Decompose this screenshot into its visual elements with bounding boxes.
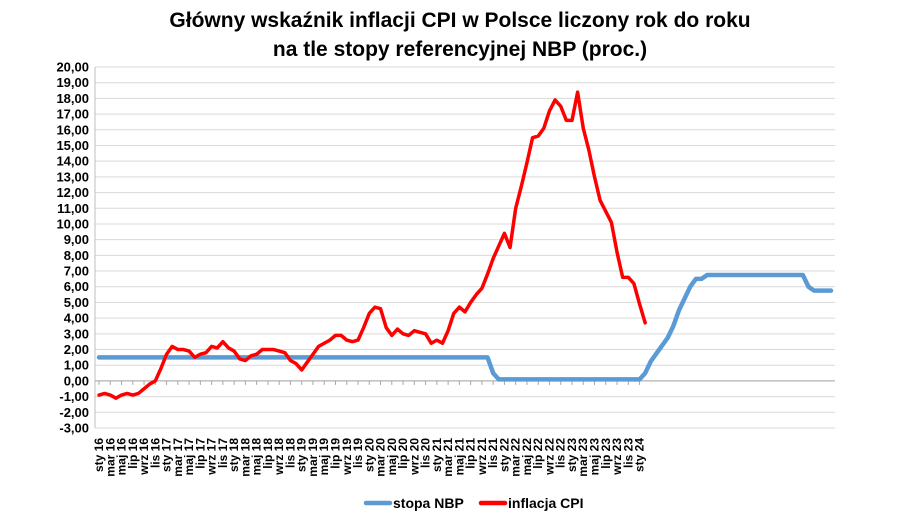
x-tick-label: mar 17 [171, 438, 185, 477]
y-tick-label: -1,00 [59, 389, 89, 404]
chart-title: Główny wskaźnik inflacji CPI w Polsce li… [169, 9, 751, 32]
x-tick-label: maj 17 [182, 438, 196, 476]
x-tick-label: mar 18 [238, 438, 252, 477]
x-tick-label: maj 21 [452, 438, 466, 476]
x-tick-label: wrz 22 [542, 438, 556, 476]
x-tick-label: lis 17 [216, 438, 230, 468]
x-tick-label: mar 16 [103, 438, 117, 477]
x-tick-label: lip 16 [126, 438, 140, 469]
x-tick-label: lis 21 [486, 438, 500, 468]
x-tick-label: mar 22 [509, 438, 523, 477]
x-tick-label: wrz 17 [205, 438, 219, 476]
x-tick-label: maj 18 [250, 438, 264, 476]
x-tick-label: sty 17 [160, 438, 174, 472]
x-tick-label: lip 17 [193, 438, 207, 469]
x-tick-label: lip 23 [599, 438, 613, 469]
y-tick-label: 17,00 [56, 107, 89, 122]
y-tick-label: 1,00 [64, 358, 89, 373]
y-tick-label: 3,00 [64, 326, 89, 341]
y-tick-label: 12,00 [56, 185, 89, 200]
x-tick-label: sty 18 [227, 438, 241, 472]
y-tick-label: -2,00 [59, 405, 89, 420]
y-tick-label: 15,00 [56, 138, 89, 153]
x-tick-label: maj 23 [588, 438, 602, 476]
y-tick-label: 8,00 [64, 248, 89, 263]
x-tick-label: lip 22 [531, 438, 545, 469]
x-tick-label: mar 23 [576, 438, 590, 477]
x-tick-label: mar 20 [374, 438, 388, 477]
y-tick-label: 5,00 [64, 295, 89, 310]
y-tick-label: 20,00 [56, 60, 89, 75]
x-tick-label: lis 19 [351, 438, 365, 468]
x-tick-label: maj 16 [115, 438, 129, 476]
x-tick-label: maj 20 [385, 438, 399, 476]
series-line-stopa-nbp [96, 272, 834, 382]
y-tick-label: 7,00 [64, 264, 89, 279]
x-tick-label: sty 23 [565, 438, 579, 472]
x-tick-label: wrz 21 [475, 438, 489, 476]
x-tick-label: wrz 16 [137, 438, 151, 476]
x-tick-label: wrz 20 [407, 438, 421, 476]
x-tick-label: lis 22 [554, 438, 568, 468]
x-tick-label: wrz 18 [272, 438, 286, 476]
series-line-inflacja-cpi [97, 90, 647, 400]
x-tick-label: lip 21 [464, 438, 478, 469]
x-tick-label: wrz 19 [340, 438, 354, 476]
x-tick-label: sty 19 [295, 438, 309, 472]
y-tick-label: 18,00 [56, 91, 89, 106]
y-tick-label: 10,00 [56, 216, 89, 231]
x-tick-label: mar 19 [306, 438, 320, 477]
x-tick-label: lis 18 [283, 438, 297, 468]
x-tick-label: lip 18 [261, 438, 275, 469]
legend: stopa NBP inflacja CPI [363, 495, 583, 511]
x-tick-label: mar 21 [441, 438, 455, 477]
x-tick-label: lis 23 [621, 438, 635, 468]
x-tick-label: maj 19 [317, 438, 331, 476]
x-tick-label: lis 20 [419, 438, 433, 468]
y-tick-label: 9,00 [64, 232, 89, 247]
x-tick-label: sty 20 [362, 438, 376, 472]
y-tick-label: 14,00 [56, 154, 89, 169]
chart-title-block: Główny wskaźnik inflacji CPI w Polsce li… [0, 6, 920, 64]
y-tick-label: 16,00 [56, 122, 89, 137]
y-tick-label: 2,00 [64, 342, 89, 357]
x-tick-label: lip 19 [328, 438, 342, 469]
x-tick-label: lis 16 [148, 438, 162, 468]
y-tick-label: 4,00 [64, 311, 89, 326]
chart-subtitle: na tle stopy referencyjnej NBP (proc.) [272, 38, 648, 61]
y-tick-label: 0,00 [64, 373, 89, 388]
series-lines [96, 90, 834, 400]
x-tick-label: sty 24 [633, 438, 647, 472]
legend-label: stopa NBP [393, 495, 464, 511]
x-tick-label: maj 22 [520, 438, 534, 476]
y-tick-label: -3,00 [59, 421, 89, 436]
gridlines [95, 66, 835, 429]
y-tick-label: 13,00 [56, 169, 89, 184]
x-tick-label: sty 16 [92, 438, 106, 472]
x-tick-label: wrz 23 [610, 438, 624, 476]
y-axis: -3,00-2,00-1,000,001,002,003,004,005,006… [56, 60, 96, 436]
x-tick-label: lip 20 [396, 438, 410, 469]
x-tick-label: sty 22 [497, 438, 511, 472]
x-tick-label: sty 21 [430, 438, 444, 472]
y-tick-label: 11,00 [57, 201, 89, 216]
legend-label: inflacja CPI [508, 495, 583, 511]
y-tick-label: 6,00 [64, 279, 89, 294]
y-tick-label: 19,00 [56, 75, 89, 90]
